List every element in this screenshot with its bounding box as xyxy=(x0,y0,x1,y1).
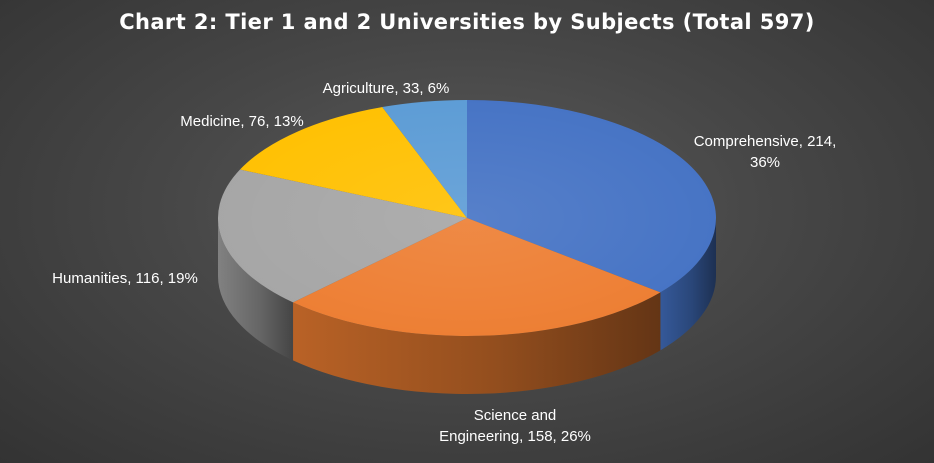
pie-side-comprehensive xyxy=(660,218,716,351)
pie-labels: Comprehensive, 214, 36% Science and Enginee… xyxy=(52,80,836,445)
pie-side-humanities xyxy=(218,218,294,361)
pie-side-science-and-engineering xyxy=(293,292,661,394)
pie-tops xyxy=(217,100,716,336)
pie-sides xyxy=(218,218,716,394)
slice-label-medicine: Medicine, 76, 13% xyxy=(180,113,303,130)
slice-label-agriculture: Agriculture, 33, 6% xyxy=(323,80,450,97)
chart-title: Chart 2: Tier 1 and 2 Universities by Su… xyxy=(119,10,815,34)
pie-top-highlight xyxy=(218,100,716,336)
slice-label-science-and-engineering: Science and Engineering, 158, 26% xyxy=(439,407,591,445)
slice-label-comprehensive: Comprehensive, 214, 36% xyxy=(694,133,837,171)
slice-label-humanities: Humanities, 116, 19% xyxy=(52,270,198,287)
